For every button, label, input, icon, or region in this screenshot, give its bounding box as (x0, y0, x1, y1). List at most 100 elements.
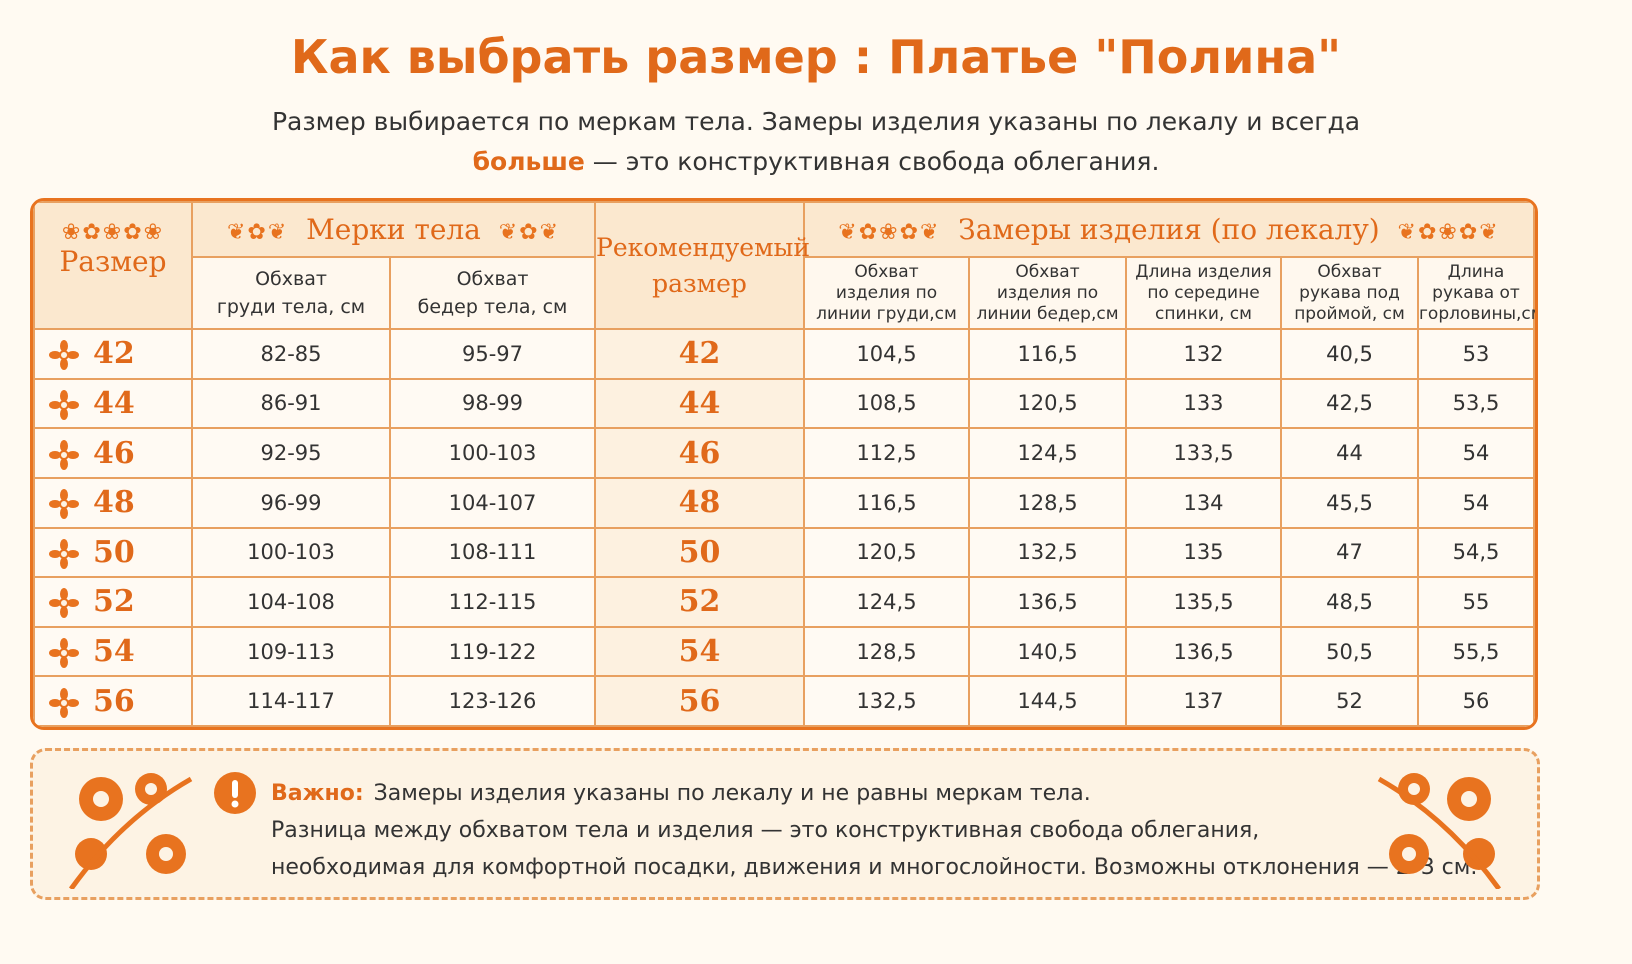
value-cell: 108,5 (803, 377, 970, 430)
value-cell: 136,5 (1125, 625, 1282, 678)
flower-icon (49, 389, 79, 420)
value-cell: 120,5 (968, 377, 1127, 430)
value-cell: 114-117 (191, 675, 391, 727)
column-header: Длина изделия по середине спинки, см (1125, 256, 1282, 330)
value-cell: 50,5 (1280, 625, 1419, 678)
value-cell: 128,5 (968, 476, 1127, 529)
garment-group-text: Замеры изделия (по лекалу) (958, 213, 1380, 246)
flower-icon (49, 588, 79, 619)
table-row: 44 86-91 98-99 44 108,5 120,5 133 42,5 53,5 (33, 377, 1535, 430)
size-header: ❀✿❀✿❀ Размер (33, 201, 193, 330)
body-group-text: Мерки тела (306, 213, 481, 246)
table: ❀✿❀✿❀ Размер ❦✿❦ Мерки тела ❦✿❦ Рекоменду… (33, 201, 1535, 727)
subtitle-line: — это конструктивная свобода облегания. (592, 147, 1160, 176)
size-header-text: Размер (59, 245, 167, 278)
flower-icon (49, 439, 79, 470)
size-cell: 54 (33, 625, 193, 678)
recommended-cell: 44 (594, 377, 805, 430)
value-cell: 120,5 (803, 526, 970, 579)
column-header: Обхват изделия по линии груди,см (803, 256, 970, 330)
size-cell: 42 (33, 328, 193, 380)
value-cell: 55 (1417, 576, 1535, 628)
recommended-cell: 42 (594, 328, 805, 380)
value-cell: 128,5 (803, 625, 970, 678)
value-cell: 54 (1417, 476, 1535, 529)
value-cell: 124,5 (803, 576, 970, 628)
value-cell: 42,5 (1280, 377, 1419, 430)
value-cell: 54,5 (1417, 526, 1535, 579)
size-cell: 56 (33, 675, 193, 727)
value-cell: 96-99 (191, 476, 391, 529)
title-main: Как выбрать размер : (290, 30, 873, 84)
table-row: 46 92-95 100-103 46 112,5 124,5 133,5 44 54 (33, 427, 1535, 479)
column-header: Обхват рукава под проймой, см (1280, 256, 1419, 330)
note-box: Важно: Замеры изделия указаны по лекалу и… (30, 748, 1540, 900)
recommended-cell: 46 (594, 427, 805, 479)
subtitle-line: Размер выбирается по меркам тела. Замеры… (271, 107, 1361, 136)
column-header: Обхват бедер тела, см (389, 256, 596, 330)
value-cell: 92-95 (191, 427, 391, 479)
value-cell: 108-111 (389, 526, 596, 579)
value-cell: 55,5 (1417, 625, 1535, 678)
note-line: необходимая для комфортной посадки, движ… (271, 855, 1478, 880)
garment-group: ❦✿❀✿❦ Замеры изделия (по лекалу) ❦✿❀✿❦ (803, 201, 1535, 258)
value-cell: 52 (1280, 675, 1419, 727)
size-value: 44 (93, 385, 135, 421)
flower-icon (49, 638, 79, 669)
table-row: 54 109-113 119-122 54 128,5 140,5 136,5 50,5 55,… (33, 625, 1535, 678)
value-cell: 100-103 (191, 526, 391, 579)
value-cell: 132 (1125, 328, 1282, 380)
value-cell: 40,5 (1280, 328, 1419, 380)
value-cell: 124,5 (968, 427, 1127, 479)
table-row: 56 114-117 123-126 56 132,5 144,5 137 52 56 (33, 675, 1535, 727)
value-cell: 104-107 (389, 476, 596, 529)
subtitle-bold: больше (472, 147, 585, 176)
size-value: 50 (93, 534, 135, 570)
value-cell: 104-108 (191, 576, 391, 628)
value-cell: 123-126 (389, 675, 596, 727)
value-cell: 95-97 (389, 328, 596, 380)
recommended-cell: 56 (594, 675, 805, 727)
value-cell: 47 (1280, 526, 1419, 579)
value-cell: 56 (1417, 675, 1535, 727)
size-value: 52 (93, 584, 135, 620)
flower-ornament (68, 773, 193, 889)
size-cell: 52 (33, 576, 193, 628)
value-cell: 132,5 (803, 675, 970, 727)
value-cell: 53 (1417, 328, 1535, 380)
value-cell: 48,5 (1280, 576, 1419, 628)
size-cell: 48 (33, 476, 193, 529)
value-cell: 82-85 (191, 328, 391, 380)
value-cell: 134 (1125, 476, 1282, 529)
recommended-header: Рекомендуемый размер (594, 201, 810, 330)
flower-icon (49, 340, 79, 371)
recommended-cell: 50 (594, 526, 805, 579)
value-cell: 53,5 (1417, 377, 1535, 430)
value-cell: 86-91 (191, 377, 391, 430)
size-value: 56 (93, 683, 135, 719)
value-cell: 116,5 (803, 476, 970, 529)
value-cell: 140,5 (968, 625, 1127, 678)
size-cell: 46 (33, 427, 193, 479)
value-cell: 144,5 (968, 675, 1127, 727)
value-cell: 98-99 (389, 377, 596, 430)
value-cell: 44 (1280, 427, 1419, 479)
warning-icon (214, 772, 256, 814)
note-text: Важно: Замеры изделия указаны по лекалу и… (271, 775, 1477, 886)
ornament: ❦✿❀✿❦ (1397, 220, 1500, 245)
value-cell: 137 (1125, 675, 1282, 727)
note-label: Важно: (271, 781, 364, 806)
size-value: 48 (93, 485, 135, 521)
table-row: 50 100-103 108-111 50 120,5 132,5 135 47 54,5 (33, 526, 1535, 579)
table-row: 52 104-108 112-115 52 124,5 136,5 135,5 48,5 55 (33, 576, 1535, 628)
column-header: Обхват груди тела, см (191, 256, 391, 330)
size-value: 46 (93, 435, 135, 471)
flower-icon (49, 538, 79, 569)
ornament: ❦✿❦ (498, 220, 561, 245)
value-cell: 104,5 (803, 328, 970, 380)
ornament: ❀✿❀✿❀ (61, 220, 165, 245)
flower-icon (49, 687, 79, 718)
value-cell: 54 (1417, 427, 1535, 479)
title-product: Платье "Полина" (888, 30, 1342, 84)
